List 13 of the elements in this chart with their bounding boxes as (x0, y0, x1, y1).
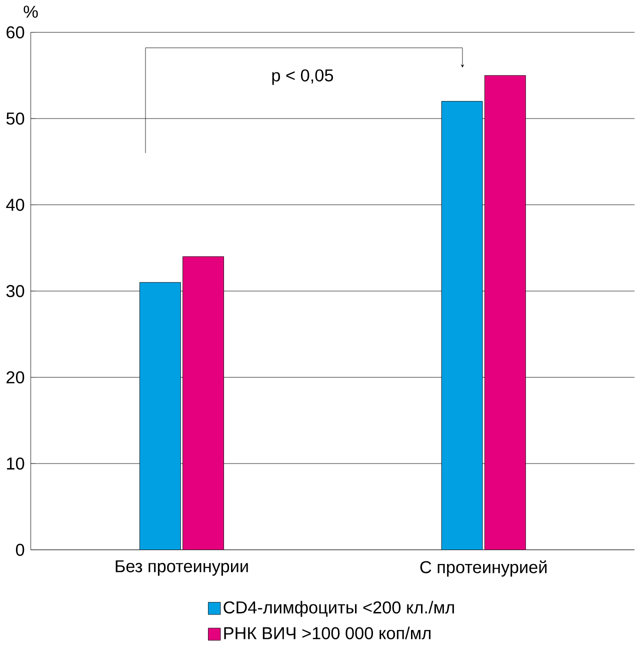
x-tick-label: Без протеинурии (116, 560, 248, 576)
y-tick-label: 0 (16, 544, 24, 556)
y-tick-label: 60 (6, 26, 24, 38)
y-tick-label: 10 (7, 457, 24, 470)
y-axis-title: % (24, 6, 38, 18)
x-tick-label: С протеинурией (420, 560, 547, 577)
y-tick-label: 20 (6, 371, 24, 384)
y-tick-label: 40 (6, 198, 24, 211)
legend-label: CD4-лимфоциты <200 кл./мл (224, 600, 454, 617)
legend-label: РНК ВИЧ >100 000 коп/мл (224, 626, 431, 640)
y-tick-label: 30 (6, 284, 24, 298)
y-tick-label: 50 (6, 112, 24, 125)
annotation: p < 0,05 (272, 69, 334, 85)
